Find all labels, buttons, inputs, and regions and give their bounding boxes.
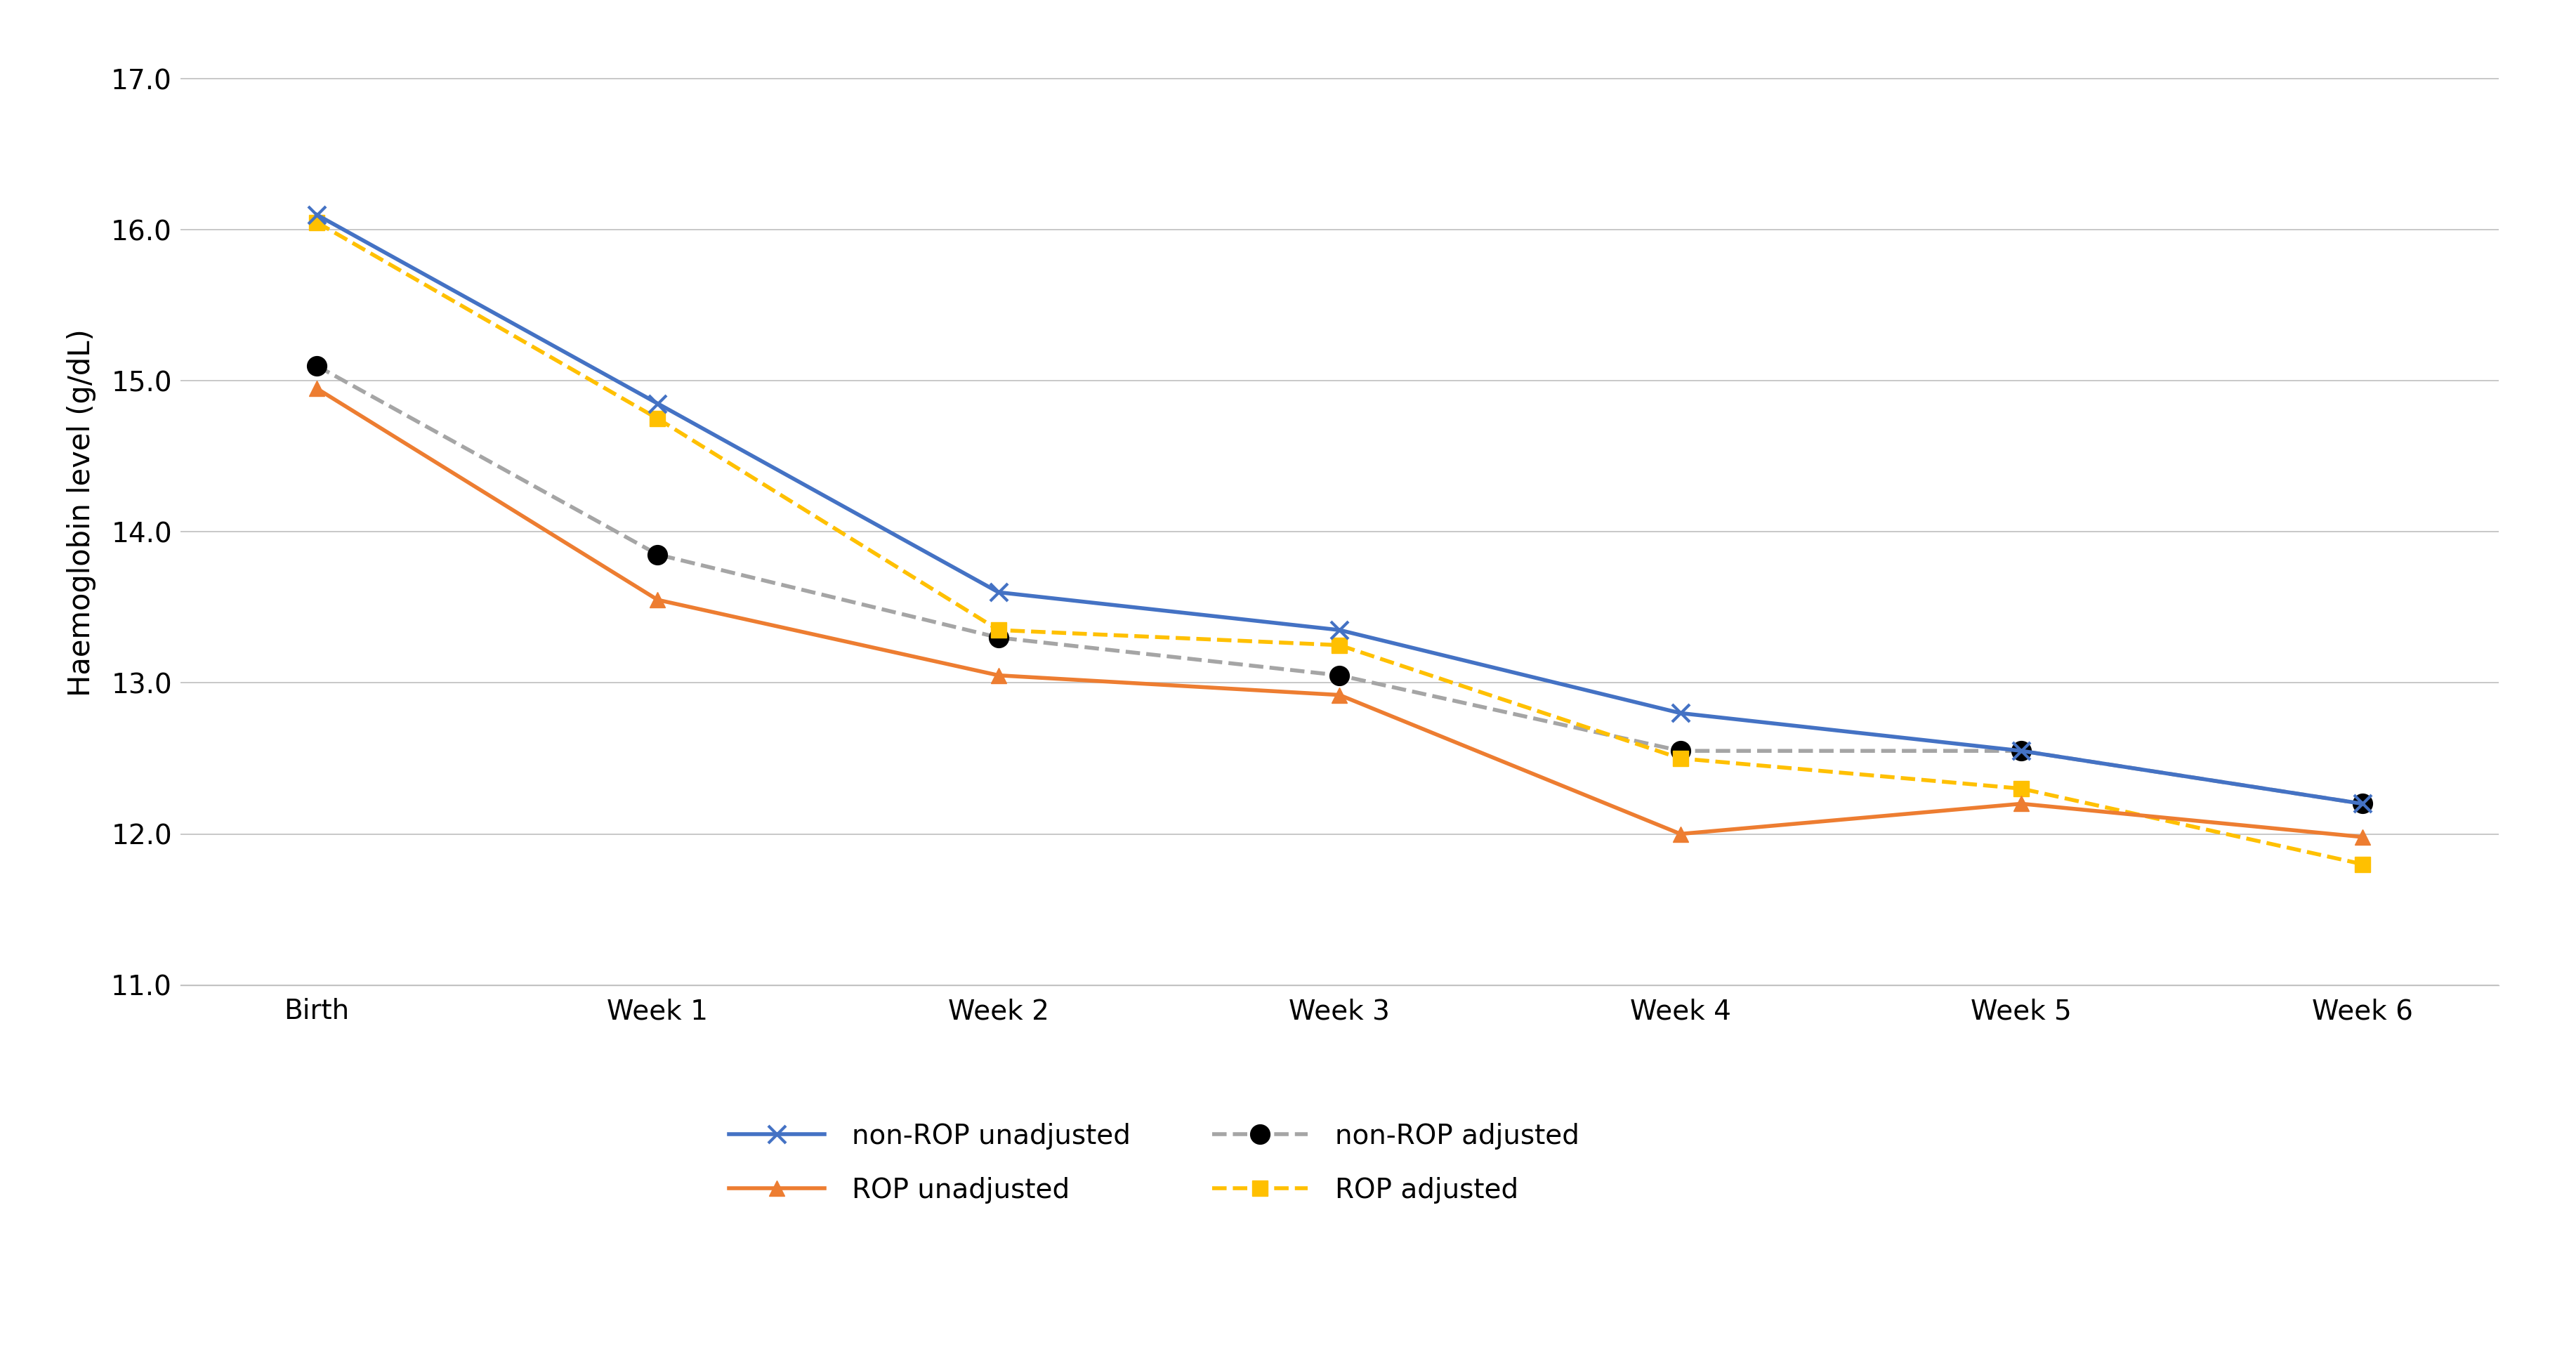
ROP unadjusted	[2347, 829, 2378, 845]
non-ROP adjusted	[1664, 743, 1695, 759]
ROP adjusted	[984, 622, 1015, 639]
non-ROP unadjusted	[1664, 705, 1695, 721]
ROP unadjusted	[2007, 796, 2038, 813]
ROP adjusted	[1324, 637, 1355, 654]
Line: non-ROP unadjusted: non-ROP unadjusted	[309, 207, 2370, 813]
Legend: non-ROP unadjusted, ROP unadjusted, non-ROP adjusted, ROP adjusted: non-ROP unadjusted, ROP unadjusted, non-…	[719, 1112, 1589, 1215]
ROP unadjusted	[1324, 687, 1355, 703]
Line: non-ROP adjusted: non-ROP adjusted	[307, 356, 2372, 814]
ROP unadjusted	[641, 591, 672, 607]
non-ROP unadjusted	[2007, 743, 2038, 759]
ROP adjusted	[641, 410, 672, 427]
non-ROP unadjusted	[984, 584, 1015, 601]
non-ROP unadjusted	[301, 207, 332, 223]
non-ROP adjusted	[1324, 668, 1355, 684]
non-ROP unadjusted	[2347, 796, 2378, 813]
non-ROP adjusted	[2007, 743, 2038, 759]
ROP unadjusted	[984, 668, 1015, 684]
non-ROP adjusted	[2347, 796, 2378, 813]
non-ROP unadjusted	[1324, 622, 1355, 639]
ROP adjusted	[2347, 856, 2378, 873]
ROP adjusted	[2007, 780, 2038, 796]
ROP unadjusted	[1664, 826, 1695, 843]
ROP adjusted	[1664, 750, 1695, 766]
Line: ROP adjusted: ROP adjusted	[309, 215, 2370, 871]
non-ROP unadjusted	[641, 395, 672, 412]
non-ROP adjusted	[301, 357, 332, 373]
non-ROP adjusted	[984, 629, 1015, 646]
Line: ROP unadjusted: ROP unadjusted	[309, 380, 2370, 845]
ROP adjusted	[301, 213, 332, 230]
non-ROP adjusted	[641, 546, 672, 562]
Y-axis label: Haemoglobin level (g/dL): Haemoglobin level (g/dL)	[67, 330, 95, 696]
ROP unadjusted	[301, 380, 332, 397]
